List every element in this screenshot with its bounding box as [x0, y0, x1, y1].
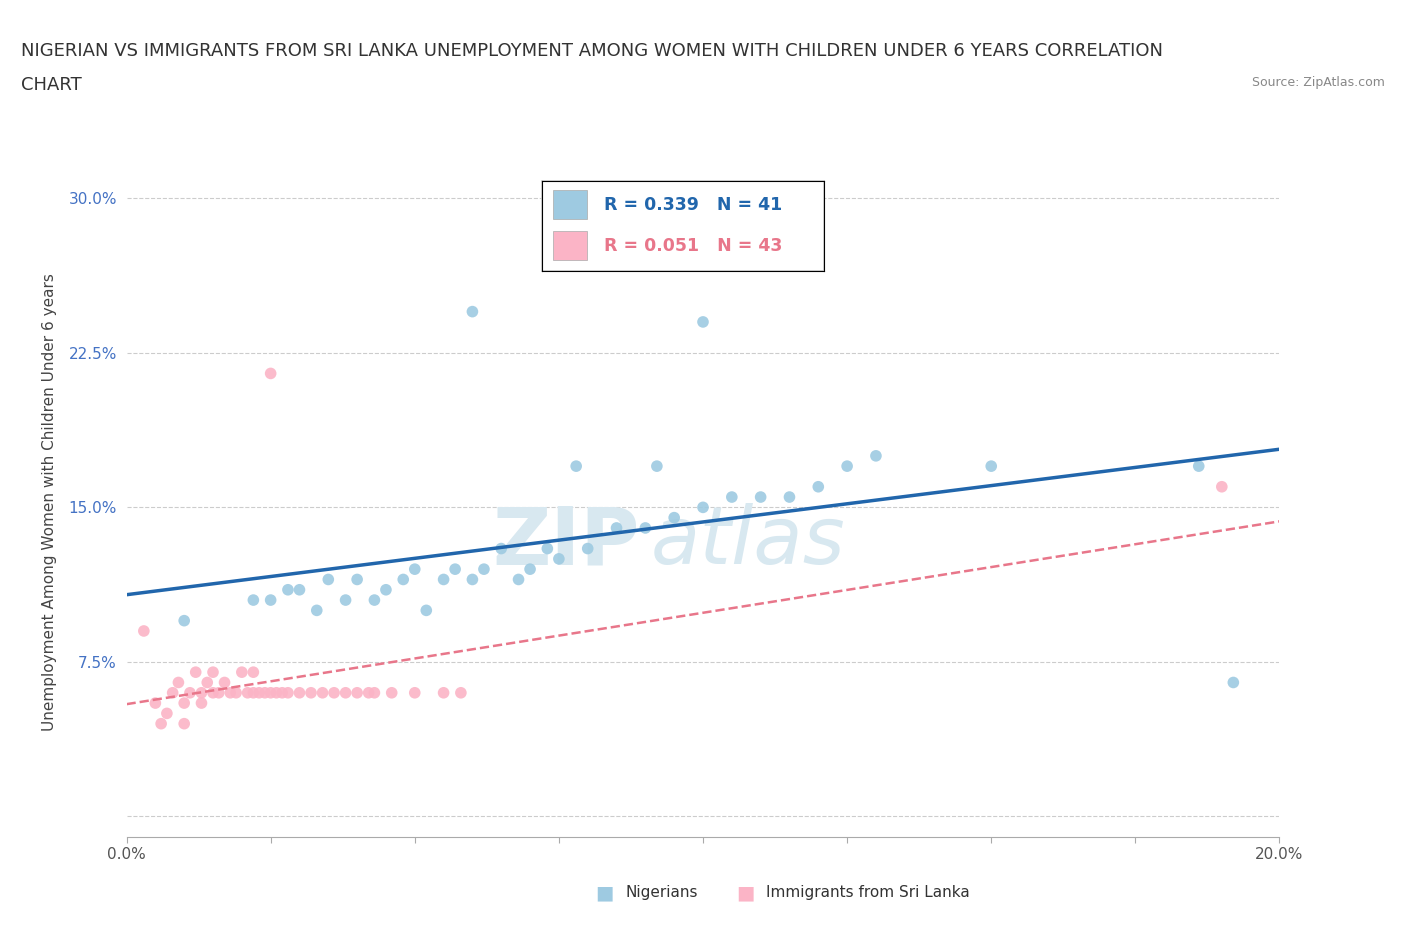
Point: [865, 448, 887, 463]
Point: [156, 706, 179, 721]
Point: [335, 685, 357, 700]
Point: [259, 685, 281, 700]
Point: [472, 562, 495, 577]
Point: [749, 489, 772, 504]
Point: [1188, 458, 1211, 473]
Point: [288, 685, 311, 700]
Point: [145, 696, 166, 711]
Point: [444, 562, 467, 577]
Point: [167, 675, 190, 690]
Point: [461, 572, 484, 587]
Point: [323, 685, 346, 700]
Point: [173, 696, 195, 711]
Text: ■: ■: [595, 884, 614, 902]
Point: [214, 675, 236, 690]
Y-axis label: Unemployment Among Women with Children Under 6 years: Unemployment Among Women with Children U…: [42, 273, 58, 731]
Text: Immigrants from Sri Lanka: Immigrants from Sri Lanka: [766, 885, 970, 900]
Point: [162, 685, 184, 700]
Point: [335, 592, 357, 607]
Point: [231, 665, 253, 680]
Point: [519, 562, 541, 577]
Point: [381, 685, 404, 700]
Point: [190, 685, 212, 700]
Point: [548, 551, 571, 566]
Point: [242, 665, 264, 680]
Point: [404, 685, 426, 700]
Point: [277, 582, 299, 597]
Text: ■: ■: [735, 884, 755, 902]
Point: [346, 685, 368, 700]
Point: [392, 572, 415, 587]
Point: [259, 592, 281, 607]
Text: NIGERIAN VS IMMIGRANTS FROM SRI LANKA UNEMPLOYMENT AMONG WOMEN WITH CHILDREN UND: NIGERIAN VS IMMIGRANTS FROM SRI LANKA UN…: [21, 42, 1163, 60]
Point: [132, 623, 155, 638]
Point: [374, 582, 398, 597]
Point: [202, 665, 225, 680]
Point: [219, 685, 242, 700]
Text: CHART: CHART: [21, 76, 82, 94]
Point: [450, 685, 472, 700]
Point: [173, 716, 195, 731]
Point: [305, 603, 328, 618]
Point: [404, 562, 426, 577]
Point: [242, 592, 264, 607]
Point: [835, 458, 858, 473]
Point: [184, 665, 207, 680]
Point: [645, 458, 668, 473]
Point: [208, 685, 231, 700]
Point: [692, 314, 714, 329]
Point: [236, 685, 259, 700]
Text: ZIP: ZIP: [492, 503, 640, 581]
Point: [576, 541, 599, 556]
Text: atlas: atlas: [651, 503, 846, 581]
Point: [634, 521, 657, 536]
Point: [720, 489, 742, 504]
Point: [247, 685, 270, 700]
Point: [415, 603, 437, 618]
Point: [195, 675, 218, 690]
Text: Source: ZipAtlas.com: Source: ZipAtlas.com: [1251, 76, 1385, 89]
Point: [461, 304, 484, 319]
Text: Nigerians: Nigerians: [626, 885, 699, 900]
Point: [277, 685, 299, 700]
Point: [363, 685, 385, 700]
Point: [357, 685, 380, 700]
Point: [980, 458, 1002, 473]
Point: [664, 511, 686, 525]
Point: [605, 521, 627, 536]
Point: [346, 572, 368, 587]
Point: [266, 685, 288, 700]
Point: [1211, 479, 1233, 494]
Point: [271, 685, 294, 700]
Point: [299, 685, 322, 700]
Point: [489, 541, 512, 556]
Point: [433, 685, 456, 700]
Point: [253, 685, 276, 700]
Point: [150, 716, 173, 731]
Text: R = 0.051   N = 43: R = 0.051 N = 43: [603, 237, 782, 255]
Point: [1222, 675, 1244, 690]
Bar: [553, 190, 586, 219]
Text: R = 0.339   N = 41: R = 0.339 N = 41: [603, 196, 782, 214]
Point: [288, 582, 311, 597]
Point: [433, 572, 456, 587]
Point: [508, 572, 530, 587]
Point: [779, 489, 801, 504]
Point: [807, 479, 830, 494]
Point: [311, 685, 333, 700]
Point: [259, 366, 281, 381]
Point: [173, 613, 195, 628]
Point: [179, 685, 201, 700]
Point: [225, 685, 247, 700]
Point: [692, 500, 714, 515]
Point: [190, 696, 212, 711]
Point: [242, 685, 264, 700]
Point: [202, 685, 225, 700]
Point: [565, 458, 588, 473]
Point: [536, 541, 558, 556]
Point: [363, 592, 385, 607]
Bar: [553, 232, 586, 260]
Point: [318, 572, 340, 587]
